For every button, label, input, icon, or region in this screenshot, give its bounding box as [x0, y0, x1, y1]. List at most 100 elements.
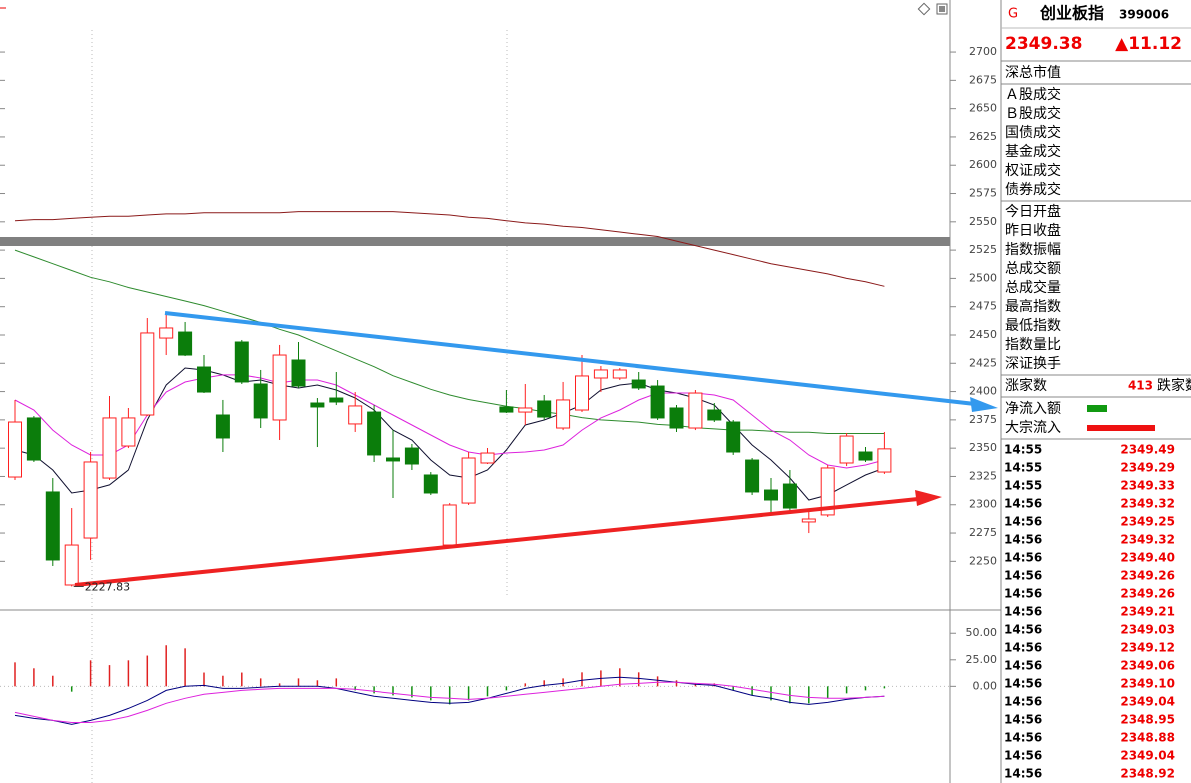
trade-time: 14:56 — [1004, 659, 1042, 673]
change: ▲11.12 — [1115, 34, 1182, 54]
y-tick-label: 2675 — [969, 73, 997, 86]
y-tick-label: 2475 — [969, 300, 997, 313]
trade-price: 2349.29 — [1120, 461, 1175, 475]
advance-label: 涨家数 — [1005, 377, 1047, 394]
field-label: 最低指数 — [1005, 318, 1061, 334]
trade-time: 14:56 — [1004, 551, 1042, 565]
advance-count: 413 — [1128, 379, 1153, 393]
indicator-line — [14, 211, 885, 287]
net-inflow-label: 净流入额 — [1005, 401, 1061, 417]
candle-body — [556, 399, 571, 429]
candle-body — [197, 366, 211, 393]
trade-time: 14:56 — [1004, 731, 1042, 745]
candle-body — [329, 397, 344, 403]
field-label: 指数量比 — [1005, 337, 1061, 353]
icon[interactable] — [917, 2, 931, 16]
candle-body — [801, 518, 816, 523]
trade-price: 2348.88 — [1120, 731, 1175, 745]
field-label: Ａ股成交 — [1005, 86, 1061, 103]
trade-price: 2349.49 — [1120, 443, 1175, 457]
candle-body — [575, 375, 589, 411]
y-tick-label: 0.00 — [973, 679, 998, 692]
trade-price: 2349.26 — [1120, 569, 1175, 583]
y-tick-label: 2575 — [969, 187, 997, 200]
y-tick-label: 2700 — [969, 45, 997, 58]
trade-time: 14:56 — [1004, 713, 1042, 727]
y-tick-label: 25.00 — [966, 653, 998, 666]
field-label: 债券成交 — [1005, 181, 1061, 198]
field-label: 昨日收盘 — [1005, 222, 1061, 239]
trade-price: 2349.32 — [1120, 533, 1175, 547]
index-code: 399006 — [1119, 8, 1169, 22]
trade-time: 14:56 — [1004, 605, 1042, 619]
candle-body — [707, 409, 722, 421]
candle-body — [26, 417, 41, 461]
candle-body — [764, 489, 778, 501]
y-tick-label: 2450 — [969, 328, 997, 341]
candle-body — [291, 359, 306, 387]
candle-body — [404, 447, 419, 465]
flag: G — [1008, 7, 1018, 22]
field-label: 深证换手 — [1005, 355, 1061, 372]
candle-body — [121, 417, 136, 447]
trade-time: 14:56 — [1004, 623, 1042, 637]
candle-body — [159, 327, 174, 339]
level-band — [0, 237, 950, 246]
trade-time: 14:56 — [1004, 749, 1042, 763]
net-inflow-bar — [1087, 405, 1107, 412]
field-label: 国债成交 — [1005, 124, 1061, 141]
trade-price: 2349.25 — [1120, 515, 1175, 529]
annotation: 2227.83 — [85, 580, 131, 593]
candle-body — [839, 435, 854, 464]
field-label: 基金成交 — [1005, 143, 1061, 160]
trade-price: 2349.04 — [1120, 749, 1175, 763]
trend-line — [164, 311, 976, 406]
candle-body — [631, 379, 646, 389]
y-tick-label: 2275 — [969, 526, 997, 539]
indicator-line — [14, 676, 885, 725]
y-tick-label: 2525 — [969, 243, 997, 256]
y-tick-label: 2325 — [969, 469, 997, 482]
field-label: 总成交额 — [1005, 260, 1061, 277]
candle-body — [858, 451, 873, 461]
trade-price: 2348.92 — [1120, 767, 1175, 781]
candle-body — [310, 402, 325, 408]
trade-time: 14:56 — [1004, 695, 1042, 709]
candle-body — [820, 467, 835, 516]
indicator-line — [14, 374, 885, 469]
candle-body — [518, 407, 533, 413]
field-label: 权证成交 — [1005, 162, 1061, 179]
candle-body — [272, 354, 287, 421]
candle-body — [650, 385, 665, 419]
indicator-plot — [0, 645, 950, 725]
candle-body — [877, 448, 892, 473]
indicator-line — [14, 681, 885, 723]
candle-body — [537, 400, 552, 418]
panel-lists: 深总市值 Ａ股成交 Ｂ股成交国债成交基金成交权证成交债券成交今日开盘昨日收盘指数振幅… — [1004, 64, 1175, 781]
y-tick-label: 2500 — [969, 271, 997, 284]
candle-body — [499, 406, 514, 413]
candle-body — [102, 417, 117, 479]
trade-time: 14:55 — [1004, 461, 1042, 475]
decline-label: 跌家数 — [1157, 377, 1191, 394]
candle-body — [348, 405, 363, 425]
field-label: 总成交量 — [1005, 279, 1061, 296]
candle-body — [612, 369, 627, 379]
trade-time: 14:56 — [1004, 767, 1042, 781]
candle-body — [253, 383, 268, 419]
y-tick-label: 2400 — [969, 385, 997, 398]
trend-line — [74, 497, 919, 587]
trade-price: 2349.04 — [1120, 695, 1175, 709]
trade-price: 2349.06 — [1120, 659, 1175, 673]
icon[interactable] — [936, 3, 948, 15]
trade-time: 14:56 — [1004, 515, 1042, 529]
trade-price: 2348.95 — [1120, 713, 1175, 727]
trade-price: 2349.40 — [1120, 551, 1175, 565]
price: 2349.38 — [1005, 34, 1082, 54]
candle-body — [140, 332, 155, 416]
trade-price: 2349.32 — [1120, 497, 1175, 511]
candle-body — [234, 341, 249, 383]
icon[interactable] — [939, 6, 945, 12]
block-inflow-bar — [1087, 425, 1155, 431]
candle-body — [593, 369, 608, 379]
